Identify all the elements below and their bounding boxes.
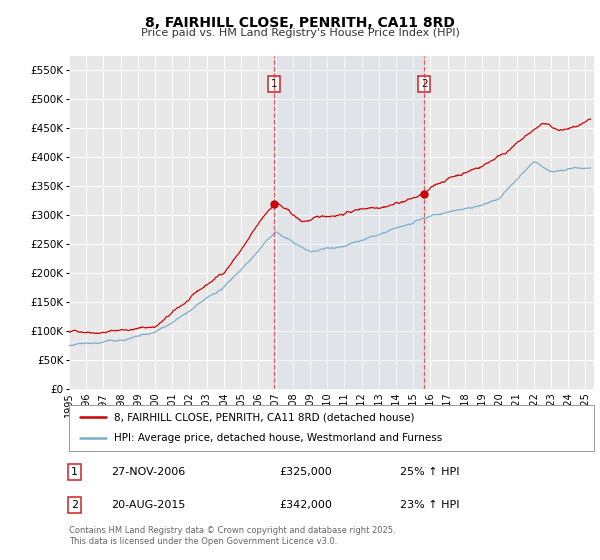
Text: 8, FAIRHILL CLOSE, PENRITH, CA11 8RD (detached house): 8, FAIRHILL CLOSE, PENRITH, CA11 8RD (de… — [113, 412, 414, 422]
Text: 23% ↑ HPI: 23% ↑ HPI — [400, 500, 459, 510]
Text: £325,000: £325,000 — [279, 467, 332, 477]
Text: 27-NOV-2006: 27-NOV-2006 — [111, 467, 185, 477]
Text: 2: 2 — [421, 80, 427, 90]
Text: 8, FAIRHILL CLOSE, PENRITH, CA11 8RD: 8, FAIRHILL CLOSE, PENRITH, CA11 8RD — [145, 16, 455, 30]
Text: Price paid vs. HM Land Registry's House Price Index (HPI): Price paid vs. HM Land Registry's House … — [140, 28, 460, 38]
Text: HPI: Average price, detached house, Westmorland and Furness: HPI: Average price, detached house, West… — [113, 433, 442, 444]
Text: £342,000: £342,000 — [279, 500, 332, 510]
Text: 1: 1 — [271, 80, 277, 90]
Bar — [274, 56, 424, 389]
Text: 1: 1 — [71, 467, 78, 477]
Text: 25% ↑ HPI: 25% ↑ HPI — [400, 467, 459, 477]
Text: Contains HM Land Registry data © Crown copyright and database right 2025.
This d: Contains HM Land Registry data © Crown c… — [69, 526, 395, 546]
Text: 2: 2 — [71, 500, 78, 510]
Text: 20-AUG-2015: 20-AUG-2015 — [111, 500, 185, 510]
